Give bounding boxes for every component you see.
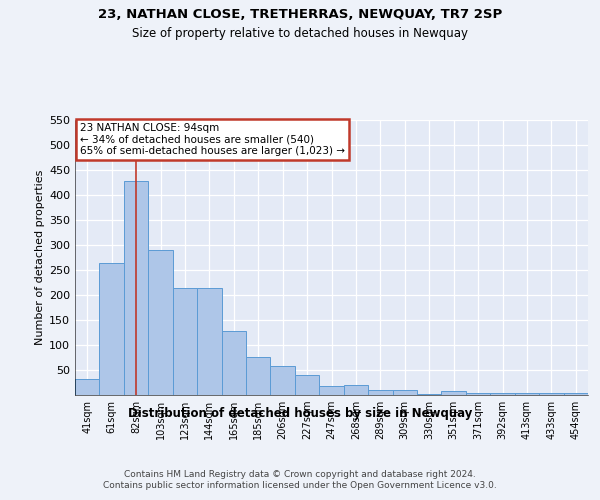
Text: Distribution of detached houses by size in Newquay: Distribution of detached houses by size …: [128, 408, 472, 420]
Bar: [75, 379, 100, 395]
Bar: [100, 262, 124, 395]
Text: Size of property relative to detached houses in Newquay: Size of property relative to detached ho…: [132, 28, 468, 40]
Text: Contains public sector information licensed under the Open Government Licence v3: Contains public sector information licen…: [103, 481, 497, 490]
Bar: [271, 366, 295, 395]
Text: 23, NATHAN CLOSE, TRETHERRAS, NEWQUAY, TR7 2SP: 23, NATHAN CLOSE, TRETHERRAS, NEWQUAY, T…: [98, 8, 502, 20]
Bar: [246, 357, 271, 395]
Text: Contains HM Land Registry data © Crown copyright and database right 2024.: Contains HM Land Registry data © Crown c…: [124, 470, 476, 479]
Bar: [442, 391, 466, 395]
Text: 23 NATHAN CLOSE: 94sqm
← 34% of detached houses are smaller (540)
65% of semi-de: 23 NATHAN CLOSE: 94sqm ← 34% of detached…: [80, 122, 345, 156]
Y-axis label: Number of detached properties: Number of detached properties: [35, 170, 45, 345]
Bar: [539, 392, 563, 395]
Bar: [563, 392, 588, 395]
Bar: [319, 386, 344, 395]
Bar: [466, 392, 490, 395]
Bar: [392, 390, 417, 395]
Bar: [344, 385, 368, 395]
Bar: [515, 392, 539, 395]
Bar: [124, 181, 148, 395]
Bar: [417, 394, 442, 395]
Bar: [368, 390, 392, 395]
Bar: [295, 375, 319, 395]
Bar: [221, 331, 246, 395]
Bar: [490, 392, 515, 395]
Bar: [148, 250, 173, 395]
Bar: [197, 288, 221, 395]
Bar: [173, 288, 197, 395]
